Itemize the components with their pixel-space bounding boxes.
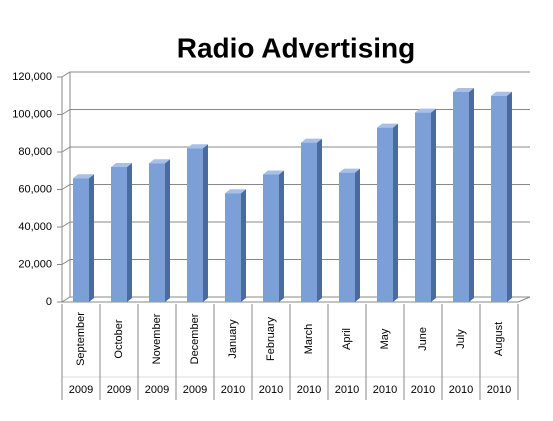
bar-top xyxy=(415,108,436,113)
bar-front xyxy=(377,127,393,302)
y-tick-label: 80,000 xyxy=(18,146,52,158)
bar xyxy=(491,91,512,302)
y-tick-label: 20,000 xyxy=(18,258,52,270)
x-tick-label: December xyxy=(189,313,201,364)
bar-top xyxy=(149,159,170,164)
bar-front xyxy=(263,174,279,302)
bar xyxy=(73,174,94,302)
x-tick-label: March xyxy=(303,324,315,355)
bar-top xyxy=(73,174,94,179)
chart-title: Radio Advertising xyxy=(177,32,416,63)
x-tick-label: April xyxy=(341,328,353,350)
x-tick-label: January xyxy=(227,319,239,359)
bar-front xyxy=(111,167,127,302)
bar-side xyxy=(317,138,322,302)
bar xyxy=(377,123,398,302)
bar-side xyxy=(165,159,170,302)
grid-line xyxy=(61,184,530,190)
bar-front xyxy=(491,95,507,302)
x-tick-label: October xyxy=(113,319,125,358)
bar-front xyxy=(225,193,241,302)
year-label: 2010 xyxy=(221,384,245,396)
bar-front xyxy=(73,178,89,302)
bar xyxy=(415,108,436,302)
bar-top xyxy=(491,91,512,96)
year-label: 2009 xyxy=(145,384,169,396)
x-tick-label: June xyxy=(417,327,429,351)
grid-line xyxy=(61,259,530,265)
bar-side xyxy=(507,91,512,302)
x-tick-label: July xyxy=(455,329,467,349)
x-tick-label: September xyxy=(75,312,87,366)
x-tick-label: May xyxy=(379,328,391,349)
bar xyxy=(339,168,360,302)
year-label: 2010 xyxy=(297,384,321,396)
year-label: 2010 xyxy=(411,384,435,396)
year-label: 2009 xyxy=(107,384,131,396)
bar xyxy=(225,189,246,302)
grid-line xyxy=(61,146,530,153)
grid-line xyxy=(61,296,530,303)
year-label: 2009 xyxy=(183,384,207,396)
bar-front xyxy=(149,163,165,302)
y-tick-label: 40,000 xyxy=(18,221,52,233)
bar xyxy=(187,144,208,302)
y-tick-label: 0 xyxy=(46,296,52,308)
year-label: 2009 xyxy=(69,384,93,396)
bar-side xyxy=(355,168,360,302)
bar-top xyxy=(453,88,474,92)
bar-front xyxy=(301,142,317,302)
floor xyxy=(62,296,531,303)
grid-line xyxy=(61,221,530,228)
bar-side xyxy=(203,144,208,302)
bar-side xyxy=(469,88,474,302)
bar-front xyxy=(187,148,203,302)
bar-top xyxy=(111,163,132,167)
grid-line xyxy=(61,71,530,78)
y-tick-label: 120,000 xyxy=(12,71,52,83)
bar-side xyxy=(279,170,284,302)
x-tick-label: November xyxy=(151,313,163,364)
bar-front xyxy=(415,112,431,302)
year-label: 2010 xyxy=(449,384,473,396)
bar xyxy=(301,138,322,302)
y-tick-label: 60,000 xyxy=(18,183,52,195)
bar-side xyxy=(127,163,132,302)
bar-side xyxy=(393,123,398,302)
year-label: 2010 xyxy=(335,384,359,396)
y-tick-label: 100,000 xyxy=(12,108,52,120)
bar-top xyxy=(301,138,322,143)
bar-front xyxy=(453,92,469,302)
x-tick-label: August xyxy=(493,322,505,356)
bar-top xyxy=(339,168,360,173)
bar-side xyxy=(89,174,94,302)
bar-top xyxy=(187,144,208,149)
grid-line xyxy=(61,109,530,115)
bar-top xyxy=(263,170,284,175)
year-label: 2010 xyxy=(487,384,511,396)
bar xyxy=(149,159,170,302)
bar-front xyxy=(339,172,355,302)
bar-top xyxy=(225,189,246,194)
year-label: 2010 xyxy=(259,384,283,396)
year-label: 2010 xyxy=(373,384,397,396)
bar-top xyxy=(377,123,398,128)
bar xyxy=(111,163,132,302)
bar xyxy=(453,88,474,302)
bar xyxy=(263,170,284,302)
bar-side xyxy=(431,108,436,302)
bar-side xyxy=(241,189,246,302)
x-tick-label: February xyxy=(265,316,277,361)
